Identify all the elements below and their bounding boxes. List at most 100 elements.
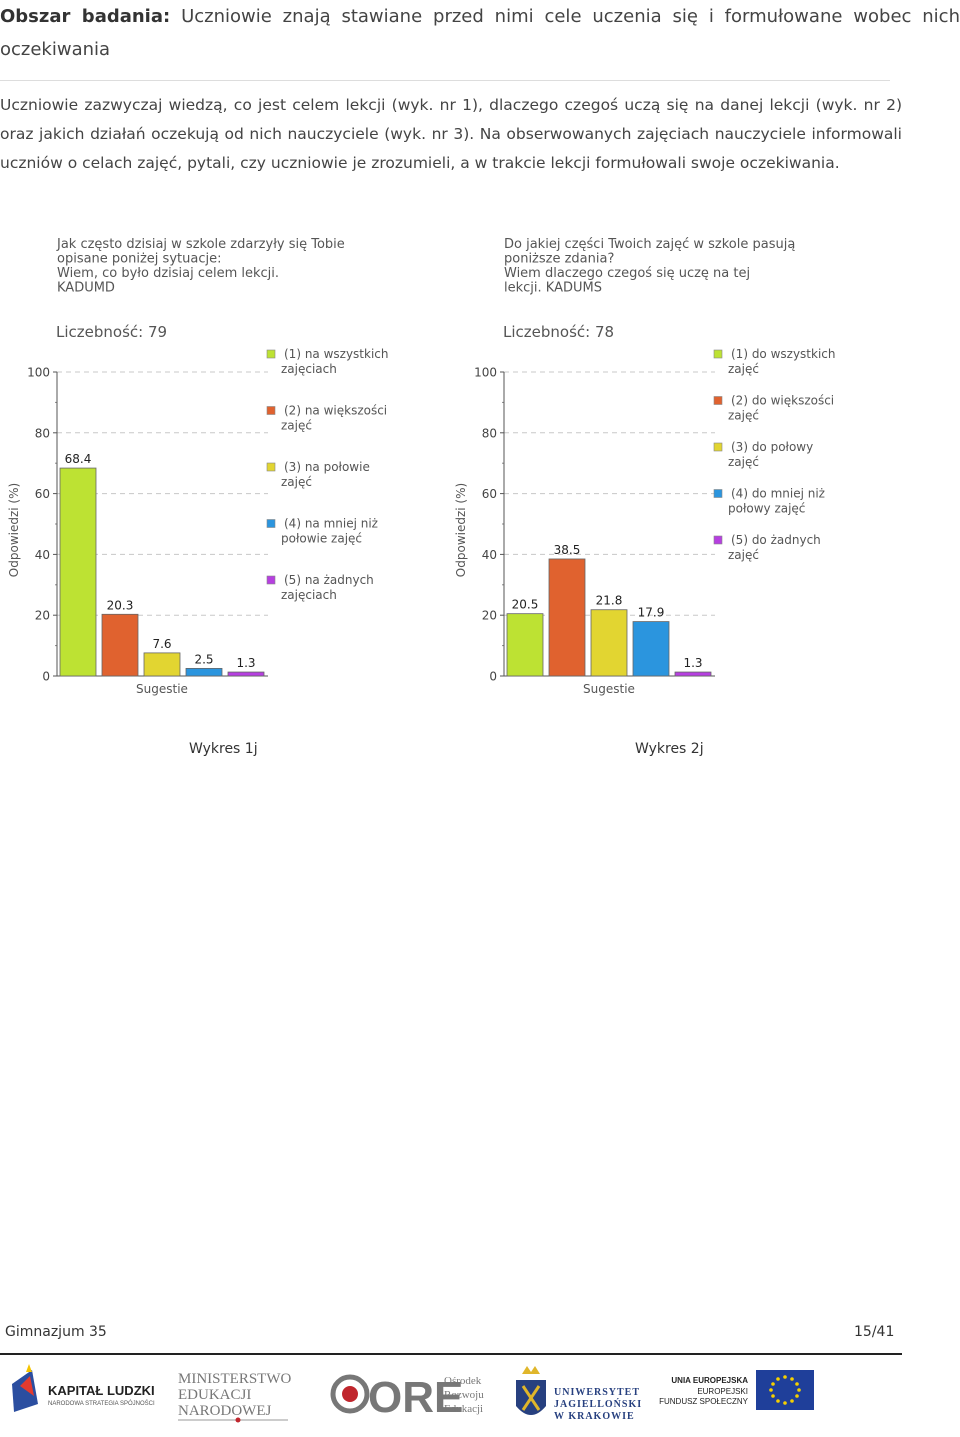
chart-1-y-tick-label: 60: [35, 487, 50, 501]
chart-2-bar: [632, 621, 670, 677]
footer-rule: [0, 1353, 902, 1355]
chart-1-bar: [227, 671, 265, 677]
chart-1-legend-label: (3) na połowie: [284, 460, 370, 474]
chart-1-y-tick-label: 80: [35, 426, 50, 440]
chart-2-legend-label: (3) do połowy: [731, 440, 813, 454]
chart-2-title-line: Do jakiej części Twoich zajęć w szkole p…: [504, 237, 795, 252]
chart-1-y-tick-label: 20: [35, 609, 50, 623]
chart-2-y-tick-label: 60: [482, 487, 497, 501]
chart-2: Do jakiej części Twoich zajęć w szkole p…: [447, 228, 867, 698]
chart-2-legend-swatch: [713, 535, 723, 545]
chart-2-legend-label: (4) do mniej niż: [731, 487, 825, 501]
chart-1-title-line: KADUMD: [57, 281, 115, 296]
ministerstwo-line-2: EDUKACJI: [178, 1387, 251, 1403]
ministerstwo-line-3: NARODOWEJ: [178, 1403, 271, 1419]
chart-2-legend-swatch: [713, 489, 723, 498]
chart-1-title-line: Jak często dzisiaj w szkole zdarzyły się…: [56, 237, 345, 252]
chart-2-count-label: Liczebność: 78: [503, 323, 614, 341]
uj-line-3: W KRAKOWIE: [554, 1411, 635, 1422]
heading-divider: [0, 80, 890, 81]
chart-1-x-axis-label: Sugestie: [136, 682, 188, 696]
chart-1-bar-value-label: 1.3: [236, 656, 255, 670]
ore-letters: ORE: [368, 1373, 463, 1422]
ue-logo: UNIA EUROPEJSKA EUROPEJSKI FUNDUSZ SPOŁE…: [659, 1370, 814, 1410]
chart-2-y-tick-label: 100: [474, 366, 497, 380]
ue-line-1: UNIA EUROPEJSKA: [671, 1376, 748, 1385]
chart-1-bar: [101, 613, 139, 677]
chart-2-x-axis-label: Sugestie: [583, 682, 635, 696]
heading-text: Uczniowie znają stawiane przed nimi cele…: [0, 6, 960, 60]
chart-1-svg: Jak często dzisiaj w szkole zdarzyły się…: [7, 237, 389, 696]
ore-line-3: Edukacji: [444, 1403, 483, 1415]
chart-2-bar-value-label: 20.5: [512, 598, 539, 612]
chart-2-legend-label: zajęć: [728, 409, 759, 423]
chart-2-bar: [506, 613, 544, 677]
chart-1-bar-value-label: 20.3: [107, 598, 134, 612]
chart-2-caption: Wykres 2j: [635, 741, 704, 757]
chart-1-count-label: Liczebność: 79: [56, 323, 167, 341]
chart-2-title-line: Wiem dlaczego czegoś się uczę na tej: [504, 266, 750, 281]
chart-1-bar-value-label: 7.6: [152, 637, 171, 651]
chart-2-title-line: poniższe zdania?: [504, 252, 614, 267]
chart-2-legend-label: zajęć: [728, 548, 759, 562]
chart-1-legend-label: (5) na żadnych: [284, 573, 374, 587]
footer-school: Gimnazjum 35: [5, 1324, 107, 1340]
chart-1-title-line: Wiem, co było dzisiaj celem lekcji.: [57, 266, 279, 281]
chart-1-bar: [59, 467, 97, 677]
chart-2-legend-label: (1) do wszystkich: [731, 347, 836, 361]
chart-1-bar-value-label: 2.5: [194, 652, 213, 666]
chart-2-legend-label: zajęć: [728, 362, 759, 376]
chart-1-legend-label: (2) na większości: [284, 404, 387, 418]
chart-2-svg: Do jakiej części Twoich zajęć w szkole p…: [454, 237, 836, 696]
chart-1-legend-label: zajęciach: [281, 362, 337, 376]
footer-page-number: 15/41: [854, 1324, 895, 1340]
chart-2-bar: [548, 558, 586, 677]
ministerstwo-line-1: MINISTERSTWO: [178, 1371, 291, 1387]
chart-1-y-tick-label: 0: [42, 670, 50, 684]
intro-paragraph: Uczniowie zazwyczaj wiedzą, co jest cele…: [0, 96, 902, 172]
chart-1-legend-label: zajęciach: [281, 588, 337, 602]
chart-2-legend-label: połowy zajęć: [728, 502, 805, 516]
section-heading: Obszar badania: Uczniowie znają stawiane…: [0, 0, 960, 66]
chart-2-y-axis-label: Odpowiedzi (%): [454, 483, 468, 577]
chart-1: Jak często dzisiaj w szkole zdarzyły się…: [0, 228, 420, 698]
chart-1-legend-label: (4) na mniej niż: [284, 517, 378, 531]
chart-1-legend-label: zajęć: [281, 475, 312, 489]
uj-logo: UNIWERSYTET JAGIELLOŃSKI W KRAKOWIE: [516, 1366, 641, 1422]
kapital-ludzki-title: KAPITAŁ LUDZKI: [48, 1383, 155, 1398]
chart-2-bar-value-label: 17.9: [638, 606, 665, 620]
chart-2-legend-label: zajęć: [728, 455, 759, 469]
chart-2-bar-value-label: 38.5: [554, 543, 581, 557]
chart-1-legend-swatch: [266, 349, 276, 359]
chart-1-bar-value-label: 68.4: [65, 452, 92, 466]
chart-2-legend-swatch: [713, 396, 723, 405]
chart-2-legend-label: (2) do większości: [731, 394, 834, 408]
chart-2-y-tick-label: 80: [482, 426, 497, 440]
kapital-ludzki-logo: KAPITAŁ LUDZKI NARODOWA STRATEGIA SPÓJNO…: [12, 1364, 155, 1412]
chart-2-legend-label: (5) do żadnych: [731, 533, 821, 547]
ore-line-2: Rozwoju: [444, 1389, 484, 1401]
funding-logos-bar: KAPITAŁ LUDZKI NARODOWA STRATEGIA SPÓJNO…: [12, 1364, 814, 1423]
chart-1-bar: [185, 667, 223, 677]
ue-line-3: FUNDUSZ SPOŁECZNY: [659, 1397, 749, 1406]
chart-1-bar: [143, 652, 181, 677]
chart-2-title-line: lekcji. KADUMS: [504, 281, 602, 296]
ministerstwo-logo: MINISTERSTWO EDUKACJI NARODOWEJ: [178, 1371, 291, 1423]
ue-line-2: EUROPEJSKI: [697, 1387, 748, 1396]
chart-2-legend-swatch: [713, 349, 723, 359]
chart-2-y-tick-label: 0: [489, 670, 497, 684]
chart-2-bar-value-label: 21.8: [596, 594, 623, 608]
chart-1-legend-label: (1) na wszystkich: [284, 347, 389, 361]
ore-logo: ORE Ośrodek Rozwoju Edukacji: [330, 1373, 484, 1422]
chart-2-y-tick-label: 40: [482, 548, 497, 562]
ore-line-1: Ośrodek: [444, 1375, 482, 1387]
chart-1-caption: Wykres 1j: [189, 741, 258, 757]
chart-1-y-axis-label: Odpowiedzi (%): [7, 483, 21, 577]
uj-line-1: UNIWERSYTET: [554, 1387, 640, 1398]
chart-1-y-tick-label: 40: [35, 548, 50, 562]
chart-1-title-line: opisane poniżej sytuacje:: [57, 252, 221, 267]
chart-1-legend-swatch: [266, 462, 276, 472]
heading-label: Obszar badania:: [0, 6, 171, 27]
chart-1-legend-swatch: [266, 406, 276, 415]
chart-1-legend-label: zajęć: [281, 419, 312, 433]
